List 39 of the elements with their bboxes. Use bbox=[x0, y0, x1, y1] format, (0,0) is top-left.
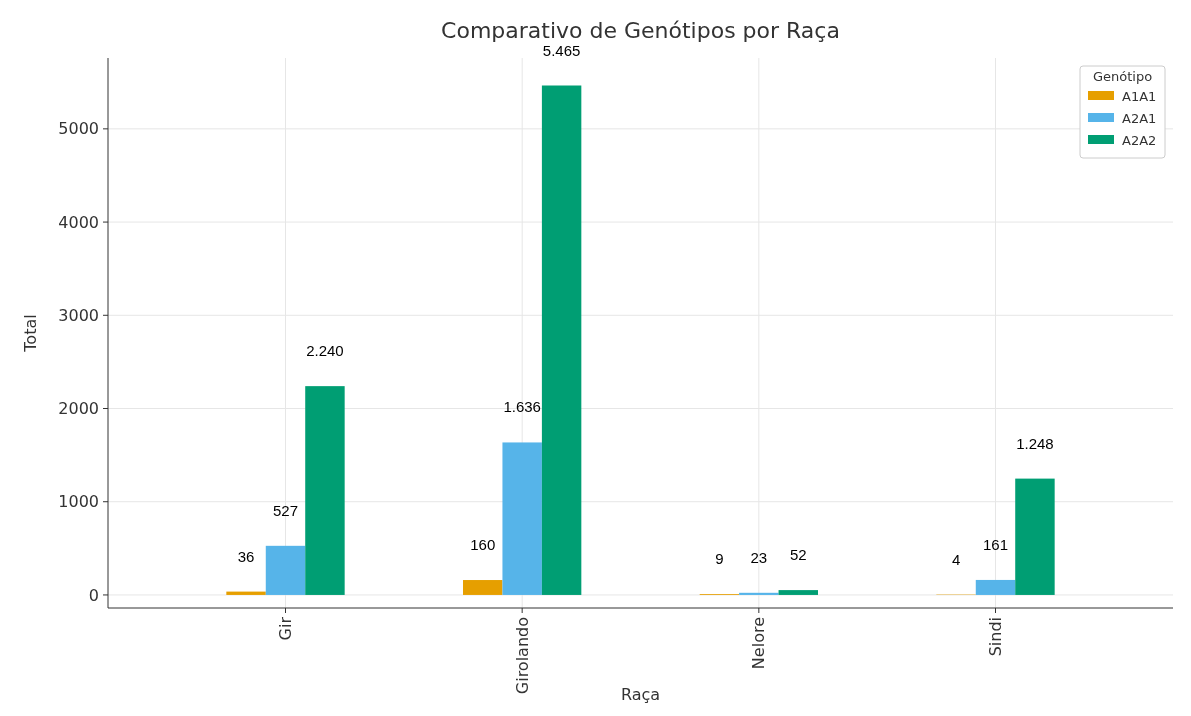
y-tick-label: 4000 bbox=[58, 212, 99, 232]
bar bbox=[778, 590, 818, 595]
x-tick-label: Sindi bbox=[986, 617, 1006, 657]
data-label: 527 bbox=[272, 501, 299, 519]
x-axis-title: Raça bbox=[620, 685, 661, 704]
data-label: 2.240 bbox=[306, 342, 344, 360]
y-tick-label: 2000 bbox=[58, 399, 99, 419]
y-tick-label: 1000 bbox=[58, 492, 99, 512]
data-label: 4 bbox=[951, 550, 961, 568]
bar bbox=[305, 386, 345, 595]
x-tick-label: Nelore bbox=[749, 617, 769, 670]
bar bbox=[975, 579, 1016, 595]
data-label: 1.248 bbox=[1016, 434, 1054, 452]
bar bbox=[739, 592, 779, 595]
bar bbox=[1015, 478, 1055, 595]
legend-label: A2A1 bbox=[1122, 110, 1157, 126]
data-label: 1.636 bbox=[503, 398, 541, 416]
data-label: 160 bbox=[470, 536, 496, 554]
bar bbox=[265, 545, 306, 595]
bar bbox=[541, 85, 582, 595]
y-axis-title: Total bbox=[21, 314, 40, 353]
data-label: 36 bbox=[237, 547, 255, 565]
data-label: 52 bbox=[789, 546, 807, 564]
x-tick-label: Girolando bbox=[512, 617, 532, 695]
x-tick-label: Gir bbox=[276, 616, 296, 641]
data-label: 161 bbox=[982, 535, 1009, 553]
bar bbox=[502, 442, 542, 595]
bar bbox=[463, 580, 503, 595]
y-tick-label: 3000 bbox=[58, 305, 99, 325]
data-label: 9 bbox=[715, 550, 724, 568]
chart-title: Comparativo de Genótipos por Raça bbox=[441, 18, 840, 43]
y-tick-label: 5000 bbox=[58, 119, 99, 139]
y-tick-label: 0 bbox=[88, 585, 99, 605]
legend-title: Genótipo bbox=[1092, 69, 1153, 84]
data-label: 23 bbox=[750, 548, 768, 566]
legend-label: A1A1 bbox=[1122, 88, 1157, 104]
legend-label: A2A2 bbox=[1122, 132, 1157, 148]
data-label: 5.465 bbox=[542, 41, 581, 59]
bar bbox=[226, 591, 266, 595]
